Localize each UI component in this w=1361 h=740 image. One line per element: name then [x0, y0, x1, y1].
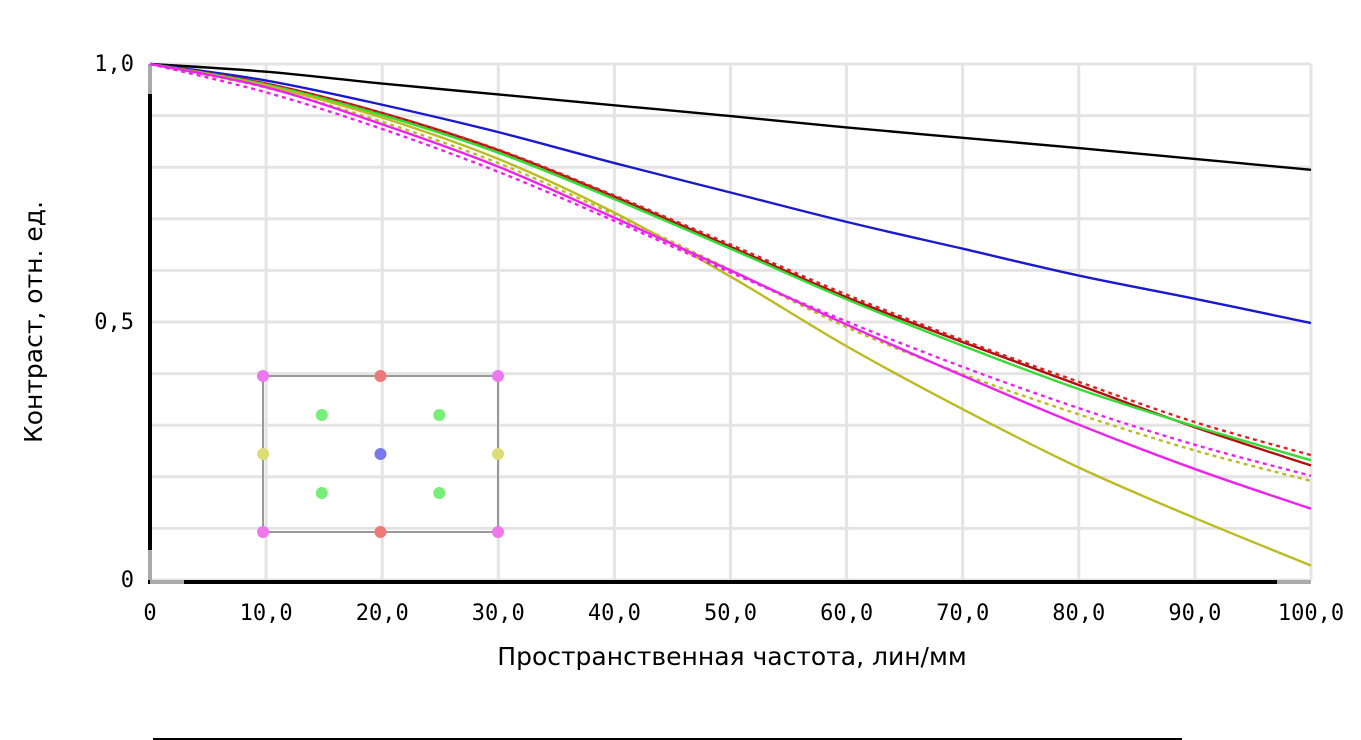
field-point — [492, 526, 504, 538]
x-tick-label: 30,0 — [472, 601, 525, 626]
field-points-inset — [257, 370, 504, 538]
field-point — [315, 487, 328, 499]
series-line-1 — [149, 62, 1312, 171]
y-tick-label: 1,0 — [94, 52, 134, 77]
x-axis-title: Пространственная частота, лин/мм — [497, 642, 966, 671]
x-tick-label: 70,0 — [936, 601, 989, 626]
x-tick-label: 80,0 — [1052, 601, 1105, 626]
field-point — [257, 370, 269, 382]
grid — [148, 62, 1313, 582]
x-tick-labels: 0 10,0 20,0 30,0 40,0 50,0 60,0 70,0 80,0 90,0 100… — [143, 601, 1344, 626]
series-line-2 — [149, 62, 1312, 325]
field-point — [492, 448, 504, 460]
field-point — [374, 370, 387, 382]
x-tick-label: 40,0 — [588, 601, 641, 626]
field-point — [433, 409, 446, 421]
field-point — [315, 409, 328, 421]
series-line-6 — [149, 62, 1312, 567]
x-tick-label: 10,0 — [240, 601, 293, 626]
y-axis-title: Контраст, отн. ед. — [19, 201, 48, 443]
y-tick-label: 0 — [121, 568, 134, 593]
field-point — [374, 448, 387, 460]
y-tick-label: 0,5 — [94, 310, 134, 335]
series-line-9 — [149, 62, 1312, 477]
series-lines — [149, 62, 1312, 567]
series-line-8 — [149, 62, 1312, 510]
series-line-3 — [149, 62, 1312, 467]
field-point — [492, 370, 504, 382]
x-tick-label: 20,0 — [356, 601, 409, 626]
x-tick-label: 100,0 — [1278, 601, 1344, 626]
x-tick-label: 0 — [143, 601, 156, 626]
series-line-4 — [149, 62, 1312, 457]
y-tick-labels: 0 0,5 1,0 — [94, 52, 134, 593]
x-tick-label: 50,0 — [704, 601, 757, 626]
field-point — [257, 448, 269, 460]
field-point — [433, 487, 446, 499]
x-tick-label: 90,0 — [1168, 601, 1221, 626]
field-point — [257, 526, 269, 538]
x-tick-label: 60,0 — [820, 601, 873, 626]
field-point — [374, 526, 387, 538]
axes — [148, 64, 1311, 584]
series-line-5 — [149, 62, 1312, 462]
